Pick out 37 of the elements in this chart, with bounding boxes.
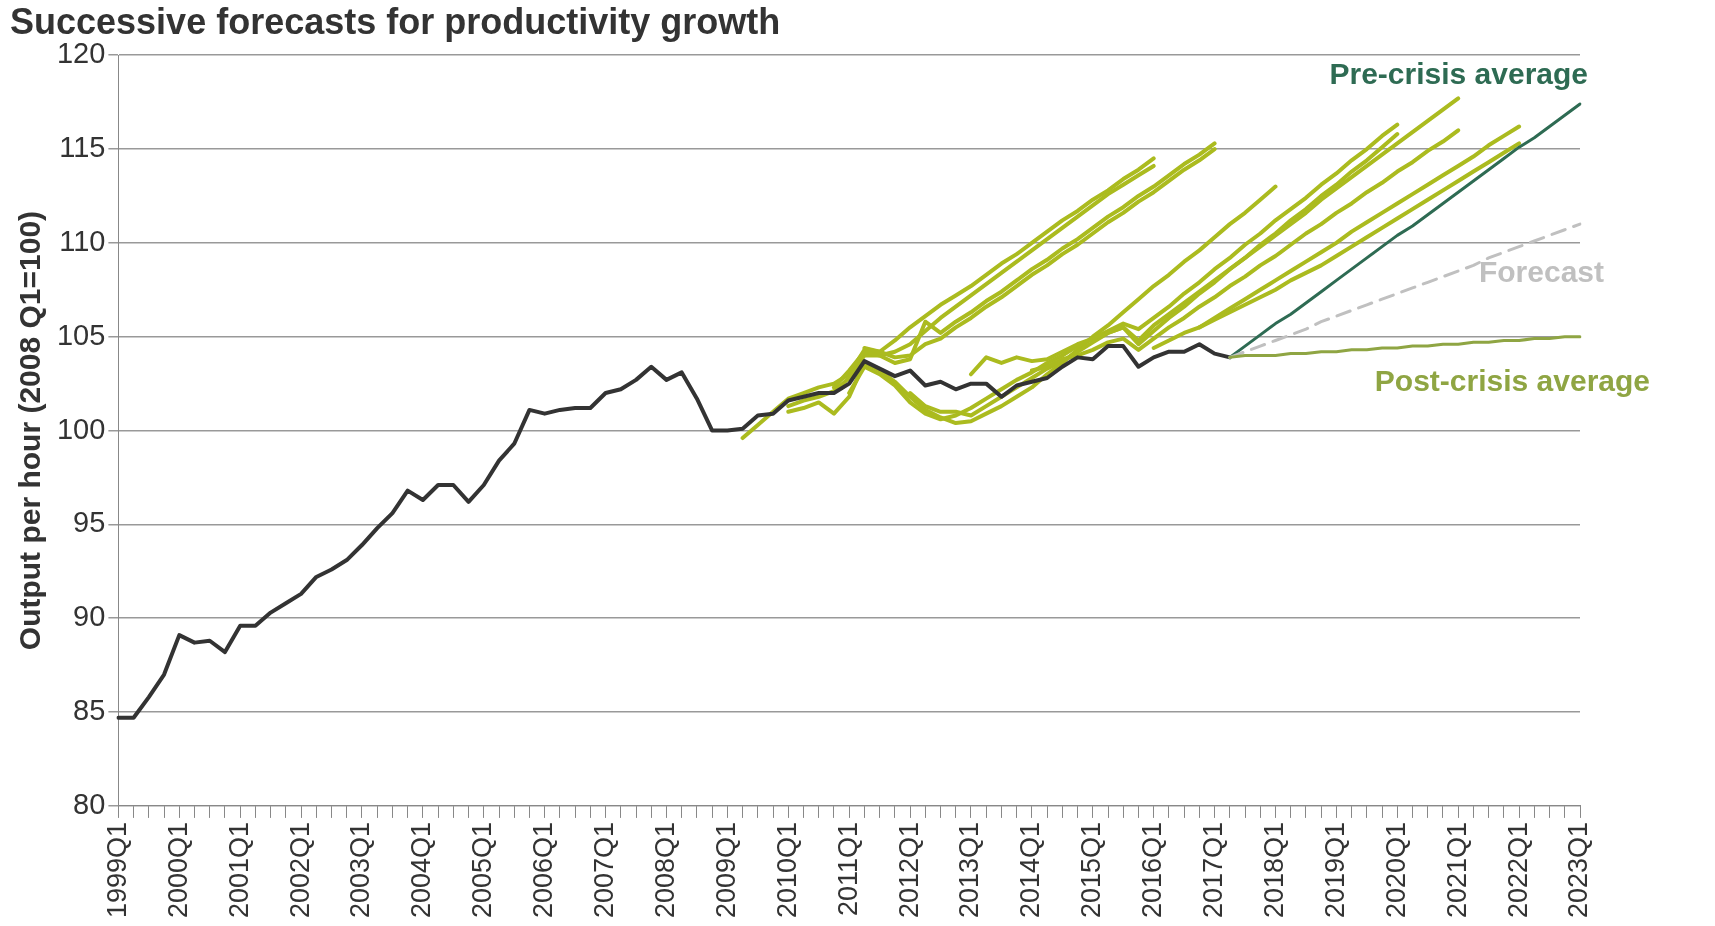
x-tick-label: 2012Q1 bbox=[893, 821, 924, 919]
y-axis-title: Output per hour (2008 Q1=100) bbox=[13, 210, 47, 651]
y-tick-label: 90 bbox=[73, 600, 106, 633]
x-tick-label: 2015Q1 bbox=[1076, 821, 1107, 919]
y-tick-label: 95 bbox=[73, 506, 106, 539]
y-tick-label: 100 bbox=[56, 412, 106, 445]
y-tick-label: 110 bbox=[59, 224, 106, 257]
series-label: Forecast bbox=[1478, 255, 1604, 289]
x-tick-label: 2011Q1 bbox=[832, 821, 863, 916]
y-tick-label: 80 bbox=[73, 787, 106, 820]
series-label: Post-crisis average bbox=[1374, 363, 1650, 397]
x-tick-label: 1999Q1 bbox=[101, 821, 132, 919]
x-tick-label: 2003Q1 bbox=[345, 821, 376, 919]
x-tick-label: 2013Q1 bbox=[954, 821, 985, 919]
x-tick-label: 2020Q1 bbox=[1380, 821, 1411, 919]
x-tick-label: 2016Q1 bbox=[1137, 821, 1168, 919]
x-tick-label: 2000Q1 bbox=[162, 821, 193, 919]
y-tick-label: 105 bbox=[56, 318, 106, 351]
y-tick-label: 85 bbox=[73, 694, 106, 727]
x-tick-label: 2018Q1 bbox=[1258, 821, 1289, 919]
x-tick-label: 2008Q1 bbox=[649, 821, 680, 919]
y-tick-label: 115 bbox=[59, 131, 106, 164]
x-tick-label: 2005Q1 bbox=[467, 821, 498, 919]
x-tick-label: 2010Q1 bbox=[771, 821, 802, 919]
x-tick-label: 2019Q1 bbox=[1319, 821, 1350, 919]
x-tick-label: 2023Q1 bbox=[1563, 821, 1594, 919]
x-tick-label: 2017Q1 bbox=[1198, 821, 1229, 919]
series-label: Pre-crisis average bbox=[1329, 57, 1588, 91]
x-tick-label: 2006Q1 bbox=[528, 821, 559, 919]
x-tick-label: 2014Q1 bbox=[1015, 821, 1046, 919]
x-tick-label: 2002Q1 bbox=[284, 821, 315, 919]
x-tick-label: 2021Q1 bbox=[1441, 821, 1472, 919]
x-tick-label: 2001Q1 bbox=[223, 821, 254, 919]
x-tick-label: 2007Q1 bbox=[589, 821, 620, 919]
x-tick-label: 2004Q1 bbox=[406, 821, 437, 919]
x-tick-label: 2009Q1 bbox=[710, 821, 741, 919]
x-tick-label: 2022Q1 bbox=[1502, 821, 1533, 919]
